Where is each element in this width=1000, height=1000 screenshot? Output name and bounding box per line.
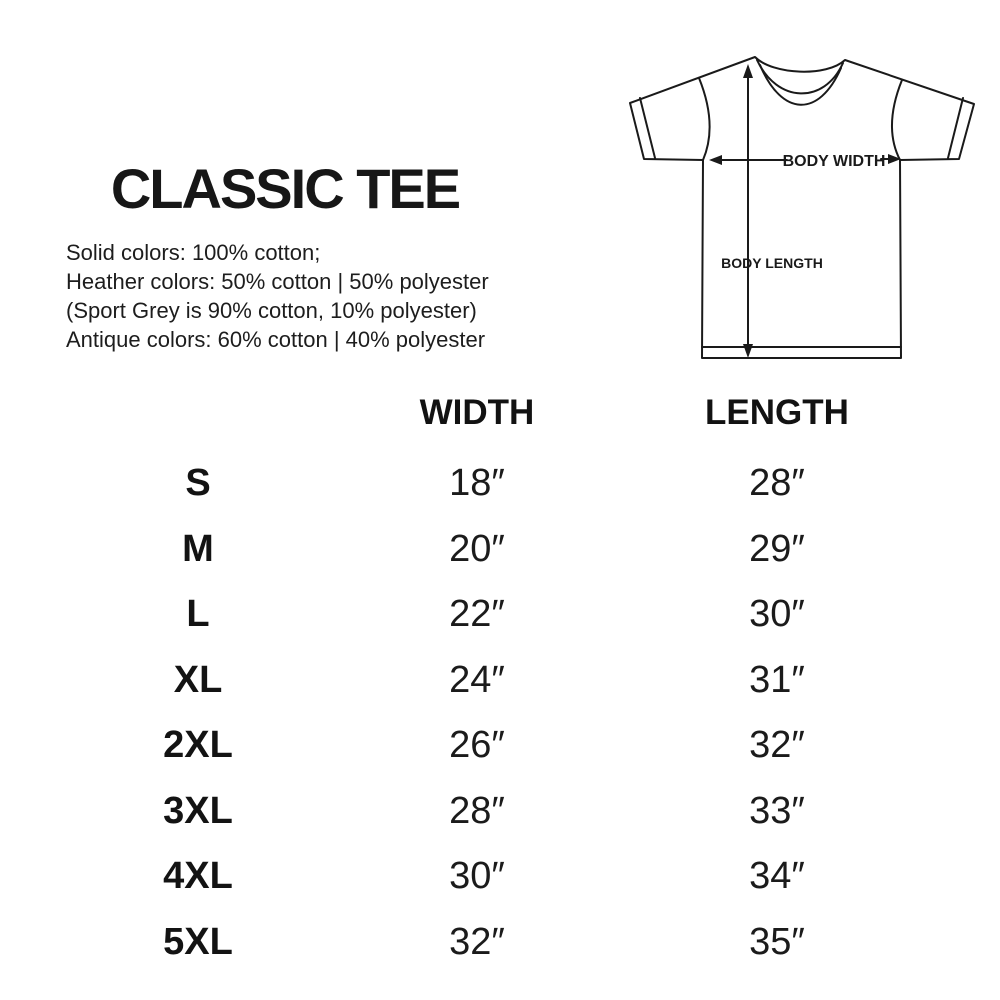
collar-band xyxy=(756,59,844,95)
size-label: M xyxy=(182,527,214,570)
table-row: 4XL 30″ 34″ xyxy=(0,844,996,910)
product-title: CLASSIC TEE xyxy=(110,157,461,220)
description-line: Antique colors: 60% cotton | 40% polyest… xyxy=(66,327,486,352)
tshirt-body-outline xyxy=(629,56,975,359)
length-value: 34″ xyxy=(749,855,805,898)
width-value: 30″ xyxy=(449,855,505,898)
table-row: L 22″ 30″ xyxy=(0,582,996,648)
width-value: 24″ xyxy=(449,658,505,701)
arrowhead-up xyxy=(743,64,753,78)
width-value: 28″ xyxy=(449,789,505,832)
size-label: S xyxy=(185,462,211,505)
size-label: 5XL xyxy=(163,920,233,963)
arrowhead-left xyxy=(709,155,722,165)
width-value: 18″ xyxy=(449,462,505,505)
collar-band-inner xyxy=(759,64,842,106)
description-line: Solid colors: 100% cotton; xyxy=(66,240,321,265)
length-value: 32″ xyxy=(749,724,805,767)
description-line: (Sport Grey is 90% cotton, 10% polyester… xyxy=(66,298,477,323)
size-label: XL xyxy=(173,658,223,701)
size-label: 4XL xyxy=(163,855,233,898)
body-width-label: BODY WIDTH xyxy=(783,153,886,170)
left-cuff-seam xyxy=(639,97,656,159)
description-line: Heather colors: 50% cotton | 50% polyest… xyxy=(66,269,489,294)
right-armhole-seam xyxy=(891,79,903,161)
length-value: 28″ xyxy=(749,462,805,505)
length-value: 33″ xyxy=(749,789,805,832)
size-table-header: WIDTH LENGTH xyxy=(0,390,996,436)
table-row: 2XL 26″ 32″ xyxy=(0,713,996,779)
width-value: 32″ xyxy=(449,920,505,963)
length-value: 29″ xyxy=(749,527,805,570)
left-armhole-seam xyxy=(698,77,711,161)
body-length-label: BODY LENGTH xyxy=(721,255,823,271)
table-row: S 18″ 28″ xyxy=(0,451,996,517)
fabric-description: Solid colors: 100% cotton; Heather color… xyxy=(66,238,489,354)
table-row: XL 24″ 31″ xyxy=(0,648,996,714)
arrowhead-right xyxy=(888,154,901,164)
table-row: 3XL 28″ 33″ xyxy=(0,779,996,845)
tshirt-outline-drawing: BODY WIDTH BODY LENGTH xyxy=(629,56,975,359)
length-column-header: LENGTH xyxy=(705,393,849,432)
arrowhead-down xyxy=(743,344,753,358)
length-value: 30″ xyxy=(749,593,805,636)
width-value: 22″ xyxy=(449,593,505,636)
size-table: S 18″ 28″ M 20″ 29″ L 22″ 30″ XL 24″ 31″… xyxy=(0,451,996,975)
length-value: 31″ xyxy=(749,658,805,701)
tshirt-measurement-diagram: BODY WIDTH BODY LENGTH xyxy=(610,25,990,375)
width-value: 26″ xyxy=(449,724,505,767)
size-label: 3XL xyxy=(163,789,233,832)
length-value: 35″ xyxy=(749,920,805,963)
width-value: 20″ xyxy=(449,527,505,570)
size-label: 2XL xyxy=(163,724,233,767)
right-cuff-seam xyxy=(947,97,964,159)
table-row: 5XL 32″ 35″ xyxy=(0,910,996,976)
size-label: L xyxy=(186,593,210,636)
width-column-header: WIDTH xyxy=(419,393,535,432)
table-row: M 20″ 29″ xyxy=(0,517,996,583)
